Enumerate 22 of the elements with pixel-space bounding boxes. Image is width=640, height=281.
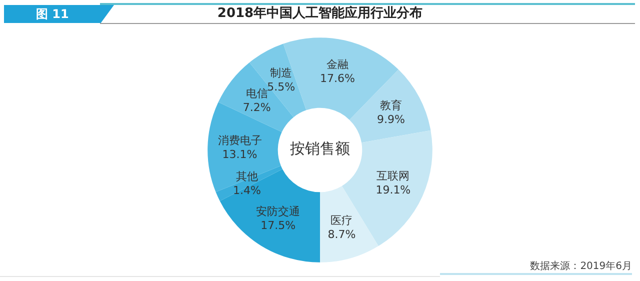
- data-label: 17.5%: [260, 218, 296, 232]
- data-label: 13.1%: [222, 148, 258, 162]
- data-label: 8.7%: [328, 228, 356, 241]
- source-note: 数据来源：2019年6月: [530, 260, 632, 274]
- slice-label: 安防交通: [256, 204, 300, 218]
- slice-label: 消费电子: [218, 134, 262, 148]
- chart-title: 2018年中国人工智能应用行业分布: [216, 4, 424, 22]
- text: 按销售额: [290, 140, 350, 158]
- slice-label: 互联网: [376, 170, 410, 183]
- slice-label: 其他: [236, 170, 258, 183]
- slice-label: 制造: [270, 66, 292, 80]
- data-label: 17.6%: [320, 72, 355, 86]
- slice-label: 金融: [326, 58, 349, 72]
- slice-label: 教育: [380, 98, 402, 112]
- caption: 图 11: [4, 5, 114, 23]
- data-label: 1.4%: [232, 184, 261, 197]
- data-label: 19.1%: [376, 184, 411, 197]
- slice-label: 医疗: [330, 214, 353, 227]
- slice-label: 电信: [246, 86, 268, 100]
- data-label: 9.9%: [376, 112, 405, 126]
- data-label: 7.2%: [242, 100, 271, 114]
- data-label: 5.5%: [267, 80, 296, 94]
